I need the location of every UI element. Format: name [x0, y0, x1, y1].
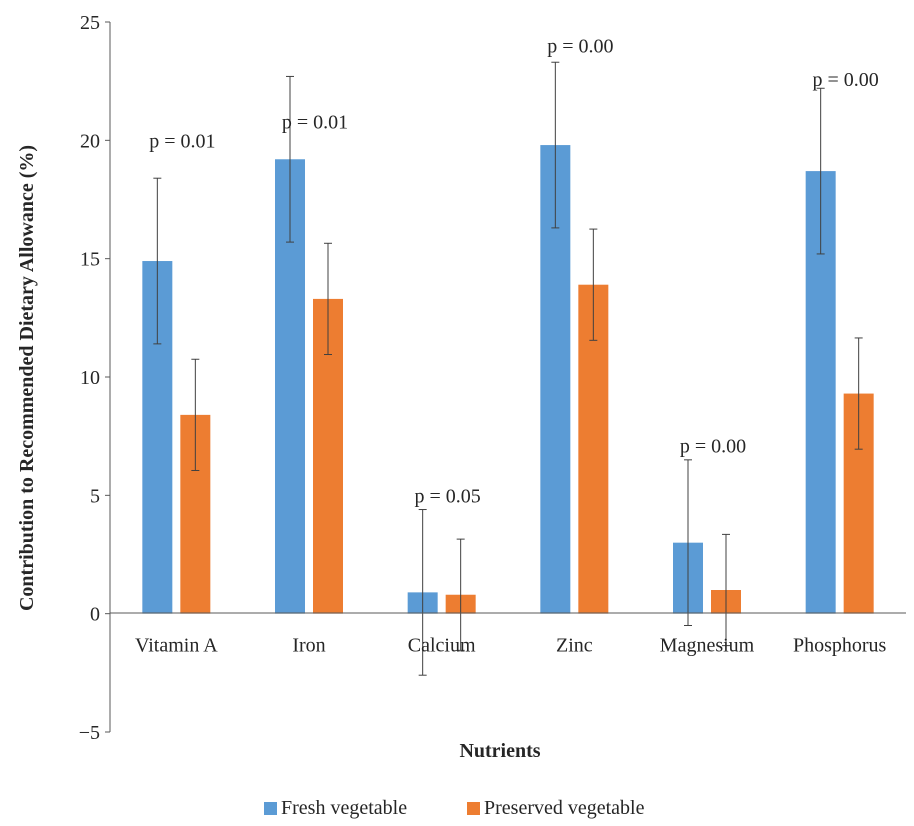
legend: Fresh vegetable Preserved vegetable: [264, 797, 645, 819]
y-tick-label: −5: [79, 722, 100, 744]
y-tick-label: 0: [90, 604, 100, 626]
y-tick-label: 5: [90, 485, 100, 507]
p-value-annotation: p = 0.01: [282, 111, 348, 133]
category-label: Magnesium: [660, 635, 755, 657]
x-axis-title: Nutrients: [459, 740, 540, 762]
y-tick-label: 20: [80, 130, 100, 152]
p-value-annotation: p = 0.00: [680, 436, 746, 458]
category-label: Vitamin A: [135, 635, 218, 657]
p-value-annotation: p = 0.00: [547, 36, 613, 58]
p-value-annotation: p = 0.05: [415, 485, 481, 507]
category-label: Zinc: [556, 635, 593, 657]
y-ticks-layer: −5 0 5 10 15 20 25: [79, 12, 110, 744]
category-label: Calcium: [408, 635, 476, 657]
error-bars-layer: [153, 61, 863, 676]
y-tick-label: 25: [80, 12, 100, 34]
y-tick-label: 10: [80, 367, 100, 389]
p-value-annotation: p = 0.01: [149, 130, 215, 152]
legend-swatch-fresh: [264, 802, 277, 815]
y-tick-label: 15: [80, 249, 100, 271]
x-labels-layer: Vitamin A Iron Calcium Zinc Magnesium Phospho…: [135, 635, 887, 657]
legend-label-fresh: Fresh vegetable: [281, 797, 407, 819]
p-value-annotation: p = 0.00: [813, 69, 879, 91]
category-label: Iron: [292, 635, 325, 657]
legend-swatch-preserved: [467, 802, 480, 815]
annotations-layer: p = 0.01 p = 0.01 p = 0.05 p = 0.00 p = 0.00…: [149, 36, 879, 508]
axes-layer: [109, 22, 906, 732]
legend-label-preserved: Preserved vegetable: [484, 797, 645, 819]
category-label: Phosphorus: [793, 635, 887, 657]
y-axis-title: Contribution to Recommended Dietary Allo…: [16, 145, 38, 611]
bars-layer: [142, 145, 874, 614]
